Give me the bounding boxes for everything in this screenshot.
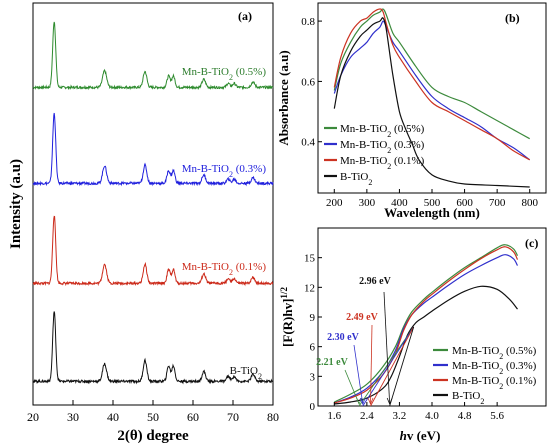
panel-c-legend: Mn-B-TiO2 (0.5%)Mn-B-TiO2 (0.3%)Mn-B-TiO… [433,345,537,406]
panel-b-label: (b) [505,11,520,25]
panel-b-y-tick-label: 0.8 [301,16,315,28]
panel-a-x-axis-title: 2(θ) degree [117,428,189,444]
panel-b-line-2 [333,8,530,161]
panel-c-band-gap-markers: 2.21 eV 2.30 eV 2.49 eV 2.96 eV [316,276,415,407]
panel-b-x-tick-label: 800 [521,197,538,209]
panel-c-x-tick-label: 5.6 [490,410,504,422]
panel-c-tangent-line [389,326,415,407]
panel-c-x-tick-label: 4.8 [458,410,472,422]
panel-c-line-1 [334,254,519,404]
panel-a-pattern-3 [32,311,274,385]
panel-b-x-tick-label: 600 [456,197,473,209]
panel-b-legend-entry: Mn-B-TiO2 (0.3%) [340,139,425,155]
panel-a-y-axis-title: Intensity (a.u) [8,159,24,249]
panel-b-x-tick-label: 700 [489,197,506,209]
panel-b-x-tick-label: 200 [326,197,343,209]
panel-b-ticks: 200 300 400 500 600 700 800 0.4 0.6 0.8 [301,16,538,209]
panel-a-x-tick-label: 50 [147,410,159,424]
panel-c-y-tick-label: 9 [310,312,316,324]
panel-b-y-tick-label: 0.4 [301,137,315,149]
panel-a-x-tick-label: 60 [187,410,199,424]
panel-b-legend-entry: B-TiO2 [340,171,372,187]
panel-c-legend-entry: Mn-B-TiO2 (0.5%) [452,345,537,361]
panel-b-line-3 [333,17,530,188]
panel-a-x-tick-label: 70 [227,410,239,424]
panel-c-tangent-line [362,326,415,407]
panel-c-gap-label: 2.49 eV [346,312,378,323]
panel-c-legend-entry: Mn-B-TiO2 (0.3%) [452,360,537,376]
panel-b-legend: Mn-B-TiO2 (0.5%)Mn-B-TiO2 (0.3%)Mn-B-TiO… [324,123,425,187]
panel-c-series-group [334,244,519,405]
panel-c-y-tick-label: 12 [304,282,315,294]
panel-c-gap-arrow [383,291,391,405]
panel-a-xrd: 20 30 40 50 60 70 80 (a) 2(θ) degree Intensity… [8,2,279,444]
panel-a-label-mn03: Mn-B-TiO2 (0.3%) [182,163,267,179]
panel-c-line-3 [334,285,518,405]
panel-c-legend-entry: Mn-B-TiO2 (0.1%) [452,375,537,391]
panel-c-y-tick-label: 6 [310,342,316,354]
panel-c-tangent-line [358,326,415,407]
panel-c-x-axis-title: hv (eV) [400,428,441,443]
panel-c-gap-arrowhead [367,397,374,406]
panel-b-line-1 [333,20,531,161]
panel-c-y-tick-label: 3 [310,371,316,383]
panel-b-y-axis-title: Absorbance (a.u) [276,50,291,145]
panel-c-label: (c) [525,236,538,250]
panel-c-gap-arrowhead [386,397,393,406]
panel-c-gap-arrow [370,324,373,405]
panel-b-x-tick-label: 500 [424,197,441,209]
panel-b-series-group [333,8,531,188]
panel-c-tauc-plot: 1.6 2.4 3.2 4.0 4.8 5.6 0 3 6 9 12 15 2.21 eV 2.30 e… [279,227,547,443]
panel-a-label: (a) [238,9,252,23]
panel-c-y-tick-label: 15 [304,253,316,265]
panel-a-pattern-0 [32,21,274,91]
panel-a-x-tick-label: 40 [107,410,119,424]
panel-c-y-axis-title: [F(R)hv]1/2 [279,287,295,347]
panel-c-y-tick-label: 0 [310,401,316,413]
panel-a-x-tick-label: 80 [267,410,279,424]
panel-c-ticks: 1.6 2.4 3.2 4.0 4.8 5.6 0 3 6 9 12 15 [304,253,505,422]
panel-b-legend-entry: Mn-B-TiO2 (0.1%) [340,155,425,171]
panel-a-x-tick-label: 30 [67,410,79,424]
panel-c-line-0 [334,244,519,403]
panel-a-x-tick-label: 20 [27,410,39,424]
panel-c-gap-label: 2.21 eV [316,357,348,368]
panel-a-label-mn01: Mn-B-TiO2 (0.1%) [182,261,267,277]
panel-c-gap-label: 2.30 eV [327,332,359,343]
panel-b-absorbance: 200 300 400 500 600 700 800 0.4 0.6 0.8 (b) Wavel… [276,2,547,220]
panel-a-label-btio2: B-TiO2 [230,365,262,381]
panel-a-pattern-2 [32,215,274,287]
panel-c-x-tick-label: 3.2 [393,410,407,422]
panel-b-x-tick-label: 400 [391,197,408,209]
panel-a-series-group [32,21,274,385]
panel-b-x-tick-label: 300 [359,197,376,209]
panel-b-x-axis-title: Wavelength (nm) [384,205,480,220]
panel-b-legend-entry: Mn-B-TiO2 (0.5%) [340,123,425,139]
panel-b-line-0 [333,8,530,140]
panel-a-pattern-1 [32,112,274,187]
panel-a-x-ticks: 20 30 40 50 60 70 80 [27,400,279,424]
panel-c-x-tick-label: 1.6 [327,410,341,422]
panel-b-y-tick-label: 0.6 [301,76,315,88]
panel-c-legend-entry: B-TiO2 [452,390,484,406]
panel-c-gap-arrowhead [359,397,366,406]
panel-c-tangent-line [370,326,415,407]
panel-a-label-mn05: Mn-B-TiO2 (0.5%) [182,66,267,82]
panel-c-x-tick-label: 4.0 [425,410,439,422]
panel-c-gap-label: 2.96 eV [359,276,391,287]
panel-c-x-tick-label: 2.4 [360,410,374,422]
panel-c-gap-arrow [353,344,364,405]
